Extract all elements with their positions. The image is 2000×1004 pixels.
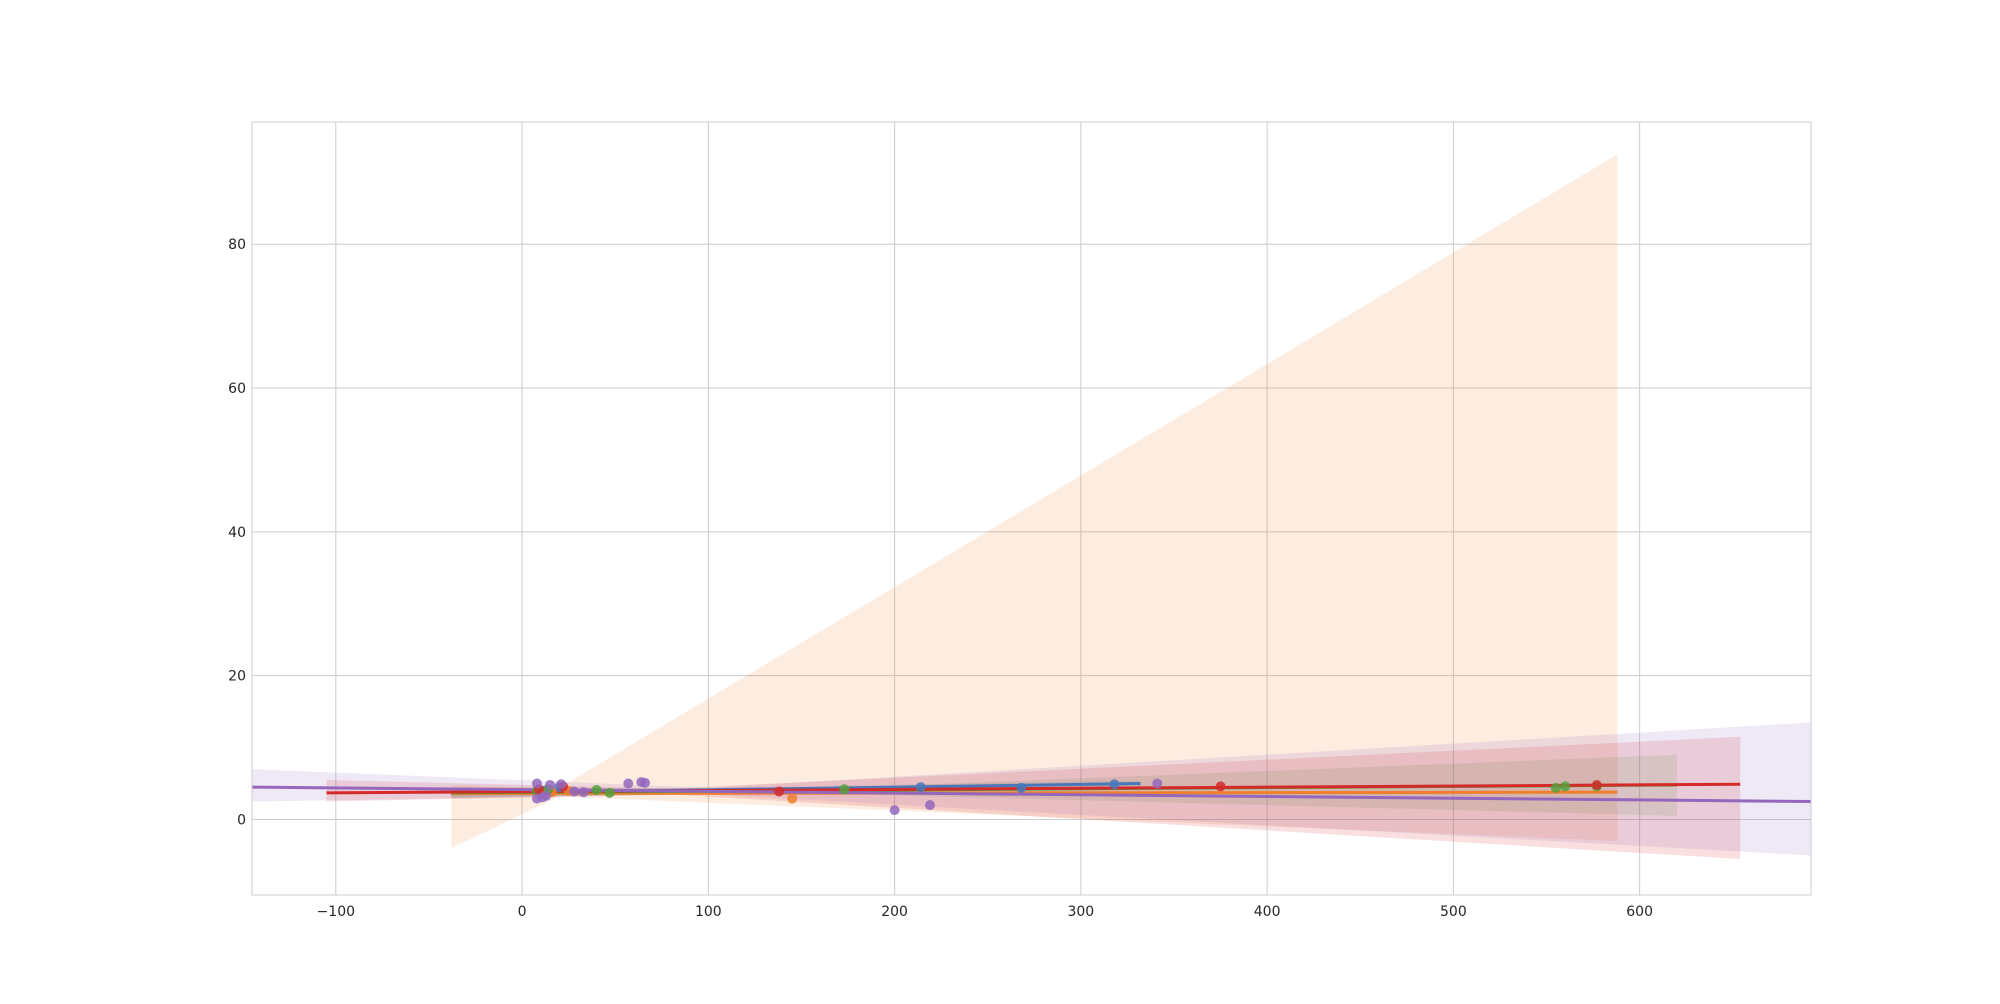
y-tick-label: 80: [228, 237, 246, 253]
x-tick-label: 200: [881, 904, 908, 920]
confidence-band-2: [451, 154, 1618, 849]
fit-line-5: [251, 785, 1812, 804]
data-point-series-5: [640, 777, 651, 788]
x-tick-label: 500: [1440, 904, 1467, 920]
x-tick-label: 0: [518, 904, 527, 920]
x-tick-label: −100: [317, 904, 355, 920]
data-point-series-3: [1560, 781, 1571, 792]
data-point-series-5: [889, 805, 900, 816]
grid-layer: [252, 122, 1811, 895]
data-point-series-4: [1215, 781, 1226, 792]
x-tick-label: 400: [1254, 904, 1281, 920]
data-point-series-3: [591, 785, 602, 796]
data-point-series-4: [1591, 779, 1602, 790]
data-point-series-5: [541, 790, 552, 801]
y-tick-label: 20: [228, 669, 246, 685]
y-tick-label: 60: [228, 381, 246, 397]
data-point-series-1: [1109, 779, 1120, 790]
data-point-series-3: [604, 787, 615, 798]
data-point-series-5: [578, 787, 589, 798]
fit-line-layer: [251, 782, 1812, 804]
data-point-series-5: [545, 779, 556, 790]
confidence-band-layer: [252, 154, 1811, 860]
data-point-series-5: [1152, 778, 1163, 789]
plot-frame: [251, 121, 1812, 896]
data-point-series-4: [774, 786, 785, 797]
x-tick-label: 600: [1626, 904, 1653, 920]
data-point-series-3: [1550, 782, 1561, 793]
data-point-series-5: [531, 778, 542, 789]
data-point-layer: [531, 777, 1602, 816]
data-point-series-5: [623, 778, 634, 789]
data-point-series-2: [787, 793, 798, 804]
axis-label-layer: −100 0 100 200 300 400 500 600 0 20 40 60 80: [228, 237, 1653, 920]
data-point-series-5: [556, 779, 567, 790]
x-tick-label: 100: [695, 904, 722, 920]
y-tick-label: 0: [237, 812, 246, 828]
data-point-series-5: [569, 786, 580, 797]
data-point-series-1: [1016, 782, 1027, 793]
confidence-band-4: [326, 736, 1741, 860]
data-point-series-1: [915, 782, 926, 793]
x-tick-label: 300: [1067, 904, 1094, 920]
data-point-series-3: [839, 784, 850, 795]
data-point-series-5: [924, 800, 935, 811]
y-tick-label: 40: [228, 525, 246, 541]
